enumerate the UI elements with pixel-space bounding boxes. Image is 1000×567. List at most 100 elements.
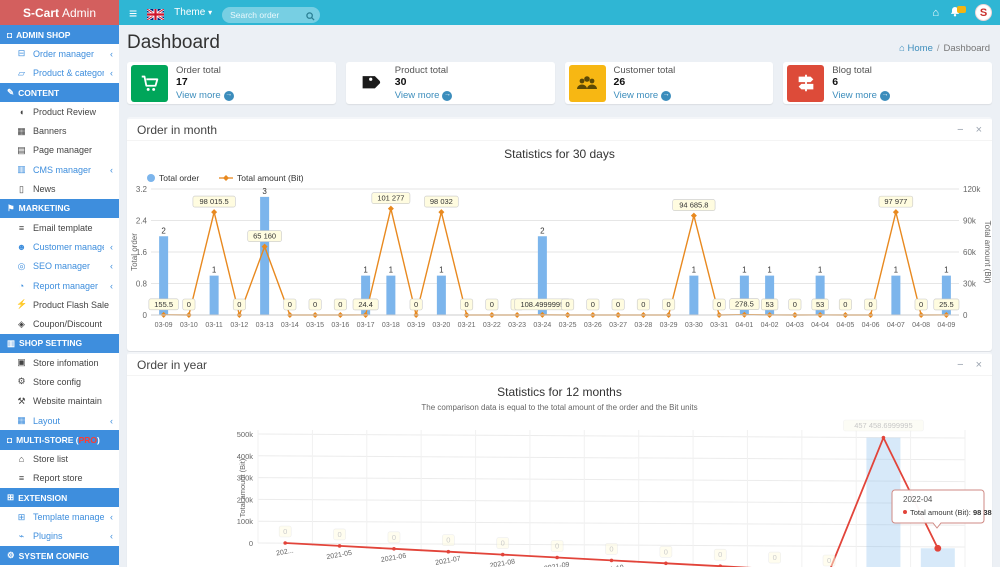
comments-icon: ◖ bbox=[18, 106, 25, 117]
svg-text:120k: 120k bbox=[963, 185, 981, 194]
sidebar-item-news[interactable]: ▯ News bbox=[0, 179, 119, 198]
svg-text:04-05: 04-05 bbox=[836, 322, 854, 329]
view-more-link[interactable]: View more → bbox=[613, 89, 672, 101]
svg-text:1: 1 bbox=[818, 266, 823, 275]
sidebar-item-store-infomation[interactable]: ▣ Store infomation bbox=[0, 353, 119, 372]
svg-text:53: 53 bbox=[765, 300, 773, 309]
breadcrumb-home-link[interactable]: ⌂ Home bbox=[899, 43, 933, 54]
avatar[interactable]: S bbox=[975, 4, 992, 21]
brand-logo[interactable]: S-Cart Admin bbox=[0, 0, 119, 25]
svg-text:2021-08: 2021-08 bbox=[489, 558, 516, 567]
flag-icon: ⚑ bbox=[7, 202, 15, 213]
svg-text:03-26: 03-26 bbox=[584, 322, 602, 329]
sidebar-item-store-list[interactable]: ⌂ Store list bbox=[0, 450, 119, 469]
svg-text:Total amount (Bit): Total amount (Bit) bbox=[238, 458, 247, 517]
svg-text:04-03: 04-03 bbox=[786, 322, 804, 329]
svg-text:0: 0 bbox=[283, 527, 287, 536]
sidebar-item-store-config[interactable]: ⚙ Store config bbox=[0, 372, 119, 391]
close-icon[interactable]: × bbox=[975, 123, 982, 136]
sidebar-label: Email template bbox=[33, 222, 93, 233]
sidebar-item-product-flash-sale[interactable]: ⚡ Product Flash Sale bbox=[0, 295, 119, 314]
sidebar-label: Plugins bbox=[33, 531, 63, 542]
stat-cards-row: Order total 17 View more → Product total 30 V… bbox=[119, 60, 1000, 104]
svg-text:98 032: 98 032 bbox=[430, 197, 453, 206]
panel-title: Order in year bbox=[137, 357, 208, 372]
search-input[interactable] bbox=[222, 6, 321, 23]
sidebar-item-report-manager[interactable]: ◔ Report manager ‹ bbox=[0, 276, 119, 295]
sidebar-item-product-category[interactable]: ▱ Product & category ‹ bbox=[0, 64, 119, 83]
minimize-icon[interactable]: − bbox=[957, 358, 964, 371]
svg-text:03-23: 03-23 bbox=[508, 322, 526, 329]
arrow-circle-icon: → bbox=[223, 90, 234, 101]
chart-statistics-30-days: Statistics for 30 days Total order Total a… bbox=[127, 141, 992, 356]
svg-text:2021-06: 2021-06 bbox=[380, 553, 407, 564]
svg-text:1: 1 bbox=[389, 266, 394, 275]
theme-dropdown[interactable]: Theme ▾ bbox=[174, 7, 212, 18]
sidebar-item-seo-manager[interactable]: ◎ SEO manager ‹ bbox=[0, 257, 119, 276]
stat-card-order-total: Order total 17 View more → bbox=[127, 62, 336, 104]
sidebar-section-multi-store-pro: ◘ MULTI-STORE (PRO) bbox=[0, 430, 119, 450]
caret-down-icon: ▾ bbox=[208, 8, 213, 17]
sidebar-label: SEO manager bbox=[33, 261, 91, 272]
svg-text:1.6: 1.6 bbox=[136, 248, 148, 257]
sidebar-item-report-store[interactable]: ≡ Report store bbox=[0, 469, 119, 488]
svg-text:97 977: 97 977 bbox=[884, 197, 907, 206]
sidebar-item-coupon-discount[interactable]: ◈ Coupon/Discount bbox=[0, 314, 119, 333]
notification-badge bbox=[957, 5, 966, 13]
uk-flag-icon[interactable] bbox=[146, 7, 165, 22]
svg-text:90k: 90k bbox=[963, 217, 977, 226]
close-icon[interactable]: × bbox=[975, 358, 982, 371]
breadcrumb-current: Dashboard bbox=[943, 43, 990, 54]
sidebar-item-page-manager[interactable]: ▤ Page manager bbox=[0, 141, 119, 160]
svg-text:1: 1 bbox=[742, 266, 747, 275]
view-more-link[interactable]: View more → bbox=[176, 89, 234, 101]
sidebar-item-template-manager[interactable]: ⊞ Template manager ‹ bbox=[0, 507, 119, 526]
sidebar-section-system-config: ⚙ SYSTEM CONFIG bbox=[0, 546, 119, 566]
sidebar-item-layout[interactable]: ▦ Layout ‹ bbox=[0, 411, 119, 430]
minimize-icon[interactable]: − bbox=[957, 123, 964, 136]
home-icon[interactable]: ⌂ bbox=[932, 6, 939, 19]
view-more-link[interactable]: View more → bbox=[394, 89, 453, 101]
sidebar-item-product-review[interactable]: ◖ Product Review bbox=[0, 102, 119, 121]
sidebar-item-plugins[interactable]: ⌁ Plugins ‹ bbox=[0, 527, 119, 546]
svg-text:155.5: 155.5 bbox=[154, 300, 173, 309]
arrow-circle-icon: → bbox=[442, 90, 453, 101]
search-icon[interactable] bbox=[306, 8, 315, 26]
svg-text:0: 0 bbox=[641, 300, 645, 309]
sidebar-item-order-manager[interactable]: ⊟ Order manager ‹ bbox=[0, 44, 119, 63]
sidebar-item-cms-manager[interactable]: ▥ CMS manager ‹ bbox=[0, 160, 119, 179]
briefcase-icon: ▥ bbox=[7, 337, 16, 348]
view-more-link[interactable]: View more → bbox=[832, 89, 890, 101]
notifications-button[interactable] bbox=[949, 5, 966, 21]
svg-text:2021-09: 2021-09 bbox=[544, 561, 571, 567]
svg-text:25.5: 25.5 bbox=[939, 300, 954, 309]
svg-text:0: 0 bbox=[555, 542, 559, 551]
sidebar-item-banners[interactable]: ▦ Banners bbox=[0, 121, 119, 140]
svg-text:03-11: 03-11 bbox=[205, 322, 222, 329]
cart-icon: ⊟ bbox=[17, 48, 26, 59]
svg-text:03-10: 03-10 bbox=[180, 322, 198, 329]
svg-text:0: 0 bbox=[609, 544, 613, 553]
svg-text:2021-07: 2021-07 bbox=[435, 556, 462, 567]
card-title: Order total bbox=[176, 64, 221, 76]
svg-text:100k: 100k bbox=[237, 517, 254, 526]
sidebar-label: Layout bbox=[33, 415, 61, 426]
svg-text:0: 0 bbox=[793, 300, 797, 309]
svg-text:0: 0 bbox=[143, 311, 148, 320]
sidebar-item-website-maintain[interactable]: ⚒ Website maintain bbox=[0, 392, 119, 411]
svg-text:2022-04: 2022-04 bbox=[903, 495, 933, 504]
pie-chart-icon: ◔ bbox=[18, 280, 25, 291]
svg-text:Statistics for 30 days: Statistics for 30 days bbox=[504, 147, 615, 161]
sidebar-section-extension: ⊞ EXTENSION bbox=[0, 488, 119, 508]
sidebar-item-customer-manager[interactable]: ☻ Customer manager ‹ bbox=[0, 237, 119, 256]
svg-text:98 015.5: 98 015.5 bbox=[200, 197, 229, 206]
sidebar-item-email-template[interactable]: ≡ Email template bbox=[0, 218, 119, 237]
image-icon: ▦ bbox=[17, 125, 26, 136]
svg-text:0: 0 bbox=[667, 300, 671, 309]
menu-icon[interactable]: ≡ bbox=[129, 4, 138, 21]
svg-text:0: 0 bbox=[591, 300, 595, 309]
chevron-left-icon: ‹ bbox=[110, 415, 113, 426]
svg-text:457 458.6999995: 457 458.6999995 bbox=[854, 421, 912, 430]
sidebar-label: MULTI-STORE (PRO) bbox=[16, 434, 100, 445]
svg-text:0: 0 bbox=[843, 300, 847, 309]
